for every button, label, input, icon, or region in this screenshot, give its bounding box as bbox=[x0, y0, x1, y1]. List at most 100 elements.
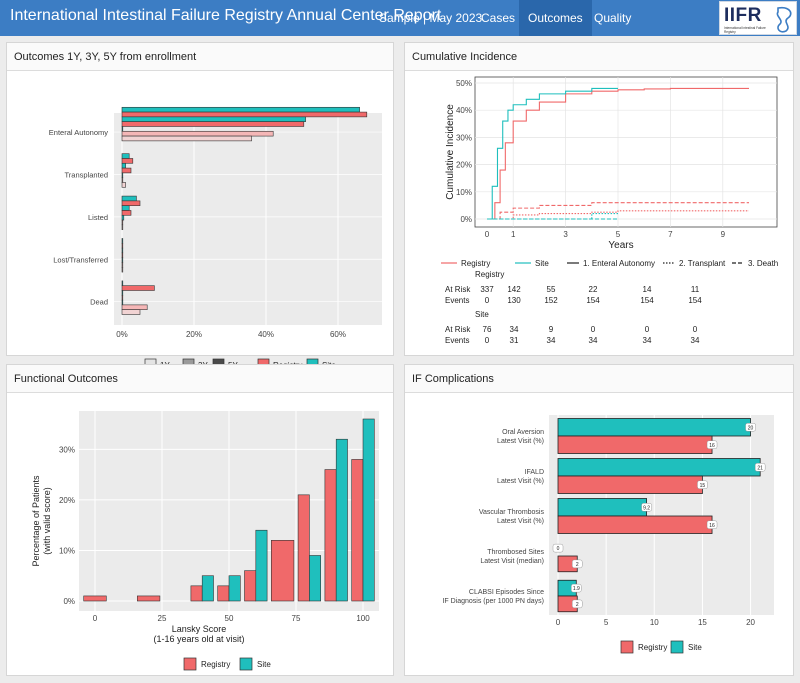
x-tick-label: 0 bbox=[485, 230, 490, 239]
site-bar bbox=[201, 575, 214, 602]
outcome-bar bbox=[121, 252, 124, 258]
legend-label: Registry bbox=[638, 643, 667, 652]
outcome-bar bbox=[121, 158, 134, 164]
x-tick-label: 0 bbox=[93, 614, 98, 623]
outcomes-chart: 0% 20% 40% 60% Enteral Autonomy Transplanted L… bbox=[49, 106, 382, 371]
outcomes-title: Outcomes 1Y, 3Y, 5Y from enrollment bbox=[7, 43, 393, 71]
x-tick-label: 50 bbox=[225, 614, 234, 623]
incidence-line bbox=[487, 87, 618, 220]
value-label: 16 bbox=[709, 523, 715, 529]
outcome-bar bbox=[121, 106, 360, 113]
x-tick-label: 25 bbox=[158, 614, 167, 623]
table-cell: 11 bbox=[691, 285, 700, 294]
table-cell: 154 bbox=[586, 296, 600, 305]
outcome-bar bbox=[121, 257, 124, 263]
outcome-bar bbox=[121, 130, 274, 137]
y-tick-label: 10% bbox=[59, 546, 75, 555]
registry-bar bbox=[297, 494, 310, 602]
table-group-label: Registry bbox=[475, 270, 504, 279]
table-cell: 0 bbox=[485, 296, 490, 305]
x-tick-label: 20% bbox=[186, 330, 202, 339]
value-badge bbox=[552, 543, 564, 553]
x-tick-label: 5 bbox=[604, 618, 609, 627]
outcome-bar bbox=[121, 126, 124, 132]
table-cell: 130 bbox=[507, 296, 521, 305]
outcome-bar bbox=[121, 224, 124, 230]
category-sublabel: Latest Visit (median) bbox=[480, 558, 544, 565]
value-label: 16 bbox=[709, 443, 715, 449]
nav-quality[interactable]: Quality bbox=[594, 11, 632, 25]
x-tick-label: 15 bbox=[698, 618, 707, 627]
outcome-bar bbox=[121, 309, 141, 315]
x-tick-label: 0% bbox=[116, 330, 128, 339]
value-badge bbox=[706, 440, 718, 449]
table-cell: 154 bbox=[640, 296, 654, 305]
x-tick-label: 1 bbox=[511, 230, 516, 239]
x-tick-label: 60% bbox=[330, 330, 346, 339]
outcome-bar bbox=[121, 280, 124, 286]
site-bar bbox=[557, 418, 751, 437]
category-label: Thrombosed Sites bbox=[487, 549, 544, 556]
table-cell: 76 bbox=[483, 325, 492, 334]
legend-swatch-site bbox=[670, 640, 684, 654]
legend-label: Registry bbox=[461, 259, 490, 268]
outcome-bar bbox=[121, 242, 124, 249]
x-axis-subtitle: (1-16 years old at visit) bbox=[153, 634, 244, 644]
legend-label: Site bbox=[257, 660, 271, 669]
outcome-bar bbox=[121, 135, 252, 142]
x-axis-title: Lansky Score bbox=[172, 624, 227, 634]
cumulative-title: Cumulative Incidence bbox=[405, 43, 793, 71]
outcome-bar bbox=[121, 153, 130, 159]
table-cell: 34 bbox=[691, 336, 700, 345]
legend-label: Site bbox=[688, 643, 702, 652]
site-bar bbox=[309, 555, 321, 602]
outcome-bar bbox=[121, 290, 124, 296]
x-tick-label: 100 bbox=[356, 614, 370, 623]
x-tick-label: 20 bbox=[746, 618, 755, 627]
value-badge bbox=[706, 520, 718, 529]
registry-bar bbox=[83, 595, 107, 602]
x-tick-label: 7 bbox=[668, 230, 673, 239]
registry-bar bbox=[351, 459, 364, 602]
registry-bar bbox=[270, 540, 295, 602]
category-sublabel: Latest Visit (%) bbox=[497, 478, 544, 485]
table-row-label: At Risk bbox=[445, 325, 471, 334]
legend-label: 1. Enteral Autonomy bbox=[583, 259, 655, 268]
plot-bg bbox=[114, 113, 382, 325]
value-label: 20 bbox=[748, 425, 754, 431]
table-cell: 0 bbox=[485, 336, 490, 345]
value-label: 21 bbox=[757, 465, 763, 471]
outcome-bar bbox=[121, 238, 124, 244]
ifcomp-title: IF Complications bbox=[405, 365, 793, 393]
category-label: Listed bbox=[88, 213, 108, 222]
registry-bar bbox=[217, 585, 230, 602]
y-tick-label: 30% bbox=[59, 445, 75, 454]
x-axis-title: Years bbox=[608, 240, 633, 251]
table-cell: 14 bbox=[643, 285, 652, 294]
functional-title: Functional Outcomes bbox=[7, 365, 393, 393]
outcome-bar bbox=[121, 210, 132, 216]
table-cell: 142 bbox=[507, 285, 521, 294]
value-badge bbox=[572, 599, 583, 609]
table-cell: 34 bbox=[589, 336, 598, 345]
nav-sample[interactable]: Sample | May 2023 bbox=[379, 11, 483, 25]
nav-cases[interactable]: Cases bbox=[481, 11, 516, 25]
intestine-icon bbox=[776, 6, 792, 33]
table-cell: 34 bbox=[547, 336, 556, 345]
legend-swatch-site bbox=[239, 657, 253, 671]
y-tick-label: 0% bbox=[63, 597, 75, 606]
outcome-bar bbox=[121, 167, 132, 174]
outcome-bar bbox=[121, 285, 155, 291]
nav-outcomes[interactable]: Outcomes bbox=[519, 0, 592, 36]
value-label: 15 bbox=[700, 483, 706, 489]
category-sublabel: Latest Visit (%) bbox=[497, 438, 544, 445]
value-label: 2 bbox=[576, 602, 579, 608]
y-axis-subtitle: (with valid score) bbox=[42, 487, 52, 555]
value-badge bbox=[572, 559, 583, 569]
outcome-bar bbox=[121, 172, 124, 178]
outcome-bar bbox=[121, 195, 137, 202]
y-tick-label: 50% bbox=[456, 79, 472, 88]
x-tick-label: 10 bbox=[650, 618, 659, 627]
x-tick-label: 9 bbox=[721, 230, 726, 239]
y-tick-label: 20% bbox=[456, 161, 472, 170]
